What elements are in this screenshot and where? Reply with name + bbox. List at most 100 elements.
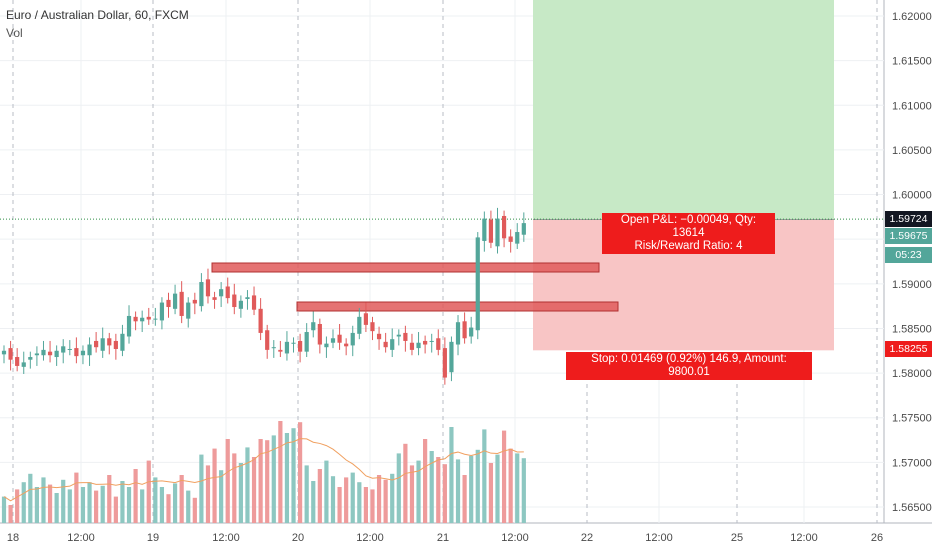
stop-price-tag: 1.58255	[885, 341, 932, 357]
y-tick-label: 1.61000	[892, 100, 932, 112]
candle-body	[455, 322, 461, 345]
open-pnl-label[interactable]: Open P&L: −0.00049, Qty: 13614 Risk/Rewa…	[602, 213, 775, 254]
candle-body	[350, 332, 355, 346]
target-zone[interactable]	[533, 0, 834, 220]
volume-bar	[47, 484, 53, 523]
volume-bar	[383, 479, 388, 523]
candle-body	[94, 340, 99, 348]
volume-bar	[337, 487, 342, 523]
candle-body	[482, 218, 487, 241]
x-tick-label: 12:00	[501, 532, 529, 544]
candle-body	[284, 341, 290, 354]
candle-body	[179, 291, 184, 316]
volume-bar	[449, 427, 454, 523]
volume-bar	[219, 470, 224, 523]
volume-bar	[455, 459, 461, 523]
stop-label[interactable]: Stop: 0.01469 (0.92%) 146.9, Amount: 980…	[566, 352, 812, 380]
volume-bar	[251, 457, 257, 523]
candle-body	[508, 236, 513, 242]
volume-bar	[317, 469, 322, 523]
volume-bar	[205, 465, 211, 523]
volume-bar	[28, 473, 33, 523]
volume-bar	[390, 473, 395, 523]
candle-body	[317, 323, 322, 345]
volume-bar	[100, 485, 105, 523]
volume-bar	[238, 463, 243, 523]
risk-reward-text: Risk/Reward Ratio: 4	[634, 240, 743, 252]
volume-bar	[442, 464, 447, 523]
candle-body	[278, 349, 283, 352]
volume-bar	[330, 476, 336, 523]
x-tick-label: 12:00	[356, 532, 384, 544]
pnl-text: Open P&L: −0.00049, Qty: 13614	[620, 214, 757, 239]
candle-body	[416, 342, 421, 349]
candle-body	[47, 351, 53, 356]
candle-body	[409, 342, 415, 350]
candle-body	[501, 215, 507, 239]
candle-body	[74, 348, 79, 357]
candle-body	[324, 343, 329, 348]
y-tick-label: 1.57000	[892, 457, 932, 469]
volume-bar	[403, 443, 408, 523]
candle-body	[469, 327, 474, 337]
candle-body	[304, 332, 309, 352]
x-tick-label: 26	[871, 532, 883, 544]
volume-bar	[475, 449, 480, 523]
candle-body	[376, 333, 382, 340]
volume-bar	[1, 496, 7, 523]
volume-bar	[298, 422, 303, 523]
volume-bar	[74, 472, 79, 523]
candle-body	[251, 295, 257, 310]
volume-indicator-label[interactable]: Vol	[6, 26, 23, 40]
y-tick-label: 1.59000	[892, 279, 932, 291]
candle-body	[245, 297, 250, 299]
volume-bar	[284, 433, 290, 523]
candle-body	[436, 338, 441, 350]
candle-body	[370, 322, 375, 332]
candle-body	[205, 279, 211, 297]
candle-body	[212, 297, 217, 300]
x-tick-label: 18	[7, 532, 19, 544]
candle-body	[87, 344, 92, 356]
volume-bar	[376, 475, 382, 523]
candle-body	[153, 318, 158, 320]
volume-bar	[423, 439, 428, 523]
x-tick-label: 12:00	[645, 532, 673, 544]
volume-bar	[271, 435, 276, 523]
candle-body	[146, 316, 151, 320]
x-tick-label: 12:00	[790, 532, 818, 544]
candle-body	[311, 322, 316, 331]
candle-body	[61, 346, 66, 353]
volume-bar	[146, 460, 151, 523]
candle-body	[265, 330, 270, 350]
bar-countdown-tag: 05:23	[885, 247, 932, 263]
volume-bar	[159, 487, 165, 523]
volume-bar	[192, 497, 197, 523]
resistance-zone-upper[interactable]	[211, 262, 600, 273]
candle-body	[219, 289, 224, 297]
candle-body	[390, 339, 395, 350]
candle-body	[80, 350, 86, 356]
volume-bar	[304, 465, 309, 523]
y-tick-label: 1.57500	[892, 413, 932, 425]
volume-bar	[357, 482, 362, 523]
y-tick-label: 1.58000	[892, 368, 932, 380]
volume-bar	[67, 489, 72, 523]
volume-bar	[508, 448, 513, 523]
candle-body	[225, 286, 230, 299]
volume-bar	[324, 460, 329, 523]
resistance-zone-lower[interactable]	[296, 301, 619, 312]
volume-bar	[153, 477, 158, 523]
volume-bar	[416, 460, 421, 523]
candle-body	[113, 340, 118, 349]
volume-bar	[186, 490, 191, 523]
volume-ma-line	[3, 438, 524, 502]
candle-body	[488, 219, 494, 243]
volume-bar	[133, 469, 138, 523]
volume-bar	[80, 487, 86, 523]
candle-body	[34, 353, 39, 356]
x-tick-label: 12:00	[212, 532, 240, 544]
close-price-tag: 1.59675	[885, 228, 932, 244]
y-tick-label: 1.60000	[892, 190, 932, 202]
